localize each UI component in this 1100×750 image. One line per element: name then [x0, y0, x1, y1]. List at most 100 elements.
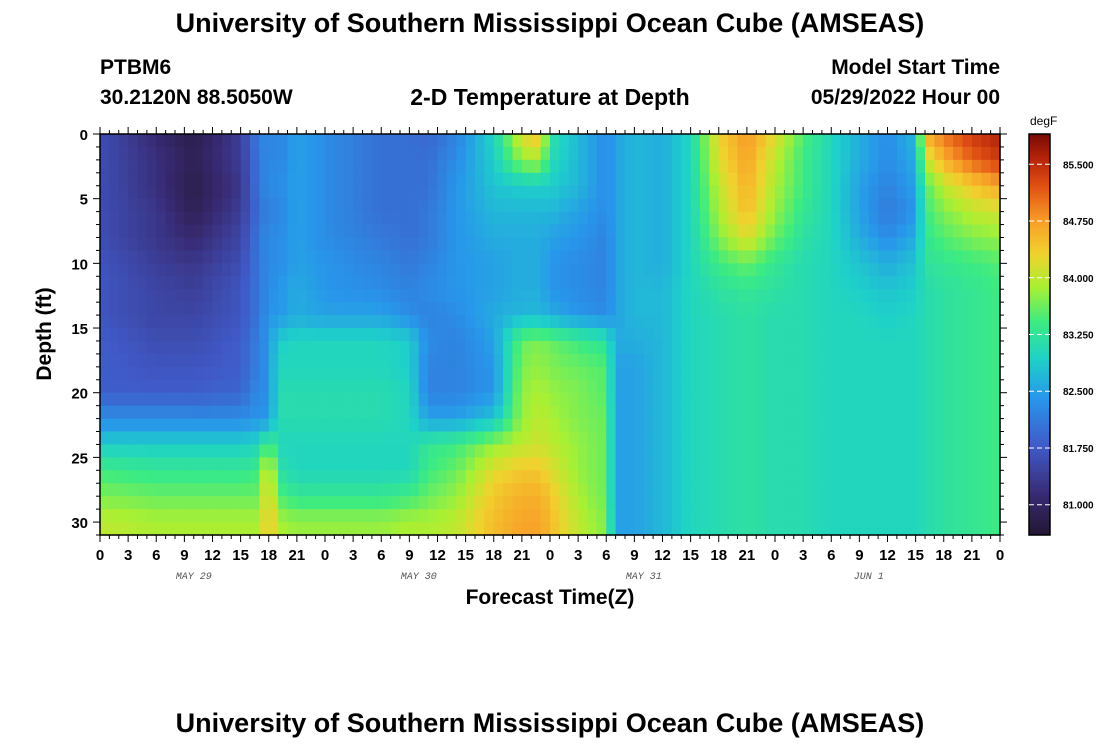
heatmap-cell: [343, 483, 354, 497]
heatmap-cell: [165, 470, 176, 484]
heatmap-cell: [971, 431, 982, 446]
heatmap-cell: [109, 457, 120, 471]
heatmap-cell: [775, 366, 785, 381]
heatmap-cell: [784, 224, 795, 239]
heatmap-cell: [690, 522, 701, 536]
heatmap-cell: [943, 146, 954, 161]
heatmap-cell: [934, 211, 945, 226]
heatmap-cell: [146, 211, 157, 226]
heatmap-cell: [418, 224, 429, 239]
heatmap-cell: [540, 470, 551, 484]
heatmap-cell: [165, 353, 176, 368]
heatmap-cell: [484, 198, 495, 213]
x-tick-label: 3: [799, 547, 807, 564]
heatmap-cell: [418, 198, 429, 213]
heatmap-cell: [625, 509, 635, 523]
heatmap-cell: [793, 457, 804, 471]
heatmap-cell: [334, 509, 345, 523]
heatmap-cell: [381, 211, 392, 226]
heatmap-cell: [775, 211, 785, 226]
heatmap-cell: [203, 198, 214, 213]
heatmap-cell: [428, 496, 439, 510]
heatmap-cell: [962, 340, 973, 355]
y-tick-label: 5: [80, 192, 88, 209]
heatmap-cell: [578, 496, 589, 510]
heatmap-cell: [334, 250, 345, 264]
heatmap-cell: [334, 470, 345, 484]
heatmap-cell: [971, 250, 982, 264]
heatmap-cell: [887, 418, 898, 433]
heatmap-cell: [634, 379, 645, 394]
heatmap-cell: [343, 431, 354, 446]
heatmap-cell: [981, 315, 992, 329]
heatmap-cell: [259, 328, 270, 342]
heatmap-cell: [287, 263, 298, 277]
heatmap-cell: [521, 405, 532, 420]
heatmap-cell: [643, 483, 654, 497]
heatmap-cell: [681, 146, 692, 161]
heatmap-cell: [925, 457, 935, 471]
heatmap-cell: [418, 146, 429, 161]
heatmap-cell: [278, 146, 289, 161]
heatmap-cell: [203, 328, 214, 342]
heatmap-cell: [512, 276, 523, 290]
heatmap-cell: [606, 134, 617, 148]
heatmap-cell: [100, 340, 110, 355]
heatmap-cell: [521, 470, 532, 484]
heatmap-cell: [709, 146, 720, 161]
heatmap-cell: [915, 522, 926, 536]
heatmap-cell: [334, 392, 345, 407]
heatmap-cell: [512, 522, 523, 536]
heatmap-cell: [315, 470, 326, 484]
heatmap-cell: [775, 470, 785, 484]
heatmap-cell: [859, 340, 870, 355]
heatmap-cell: [634, 483, 645, 497]
heatmap-cell: [418, 483, 429, 497]
heatmap-cell: [325, 405, 335, 420]
heatmap-cell: [521, 276, 532, 290]
heatmap-cell: [437, 237, 448, 252]
heatmap-cell: [868, 418, 879, 433]
heatmap-cell: [850, 392, 860, 407]
heatmap-cell: [765, 405, 776, 420]
heatmap-cell: [240, 496, 251, 510]
heatmap-cell: [728, 496, 739, 510]
heatmap-cell: [596, 379, 607, 394]
heatmap-cell: [465, 328, 476, 342]
heatmap-cell: [765, 328, 776, 342]
heatmap-cell: [184, 146, 195, 161]
heatmap-cell: [175, 250, 185, 264]
heatmap-cell: [371, 250, 382, 264]
heatmap-cell: [221, 340, 232, 355]
heatmap-cell: [812, 470, 823, 484]
heatmap-cell: [250, 340, 260, 355]
heatmap-cell: [325, 146, 335, 161]
heatmap-cell: [990, 483, 1001, 497]
heatmap-cell: [737, 470, 748, 484]
heatmap-cell: [278, 328, 289, 342]
heatmap-cell: [306, 483, 317, 497]
heatmap-cell: [109, 185, 120, 200]
heatmap-cell: [250, 146, 260, 161]
heatmap-cell: [550, 328, 560, 342]
heatmap-cell: [250, 328, 260, 342]
heatmap-cell: [671, 237, 682, 252]
heatmap-cell: [371, 522, 382, 536]
heatmap-cell: [775, 302, 785, 316]
heatmap-cell: [587, 276, 598, 290]
heatmap-cell: [446, 470, 457, 484]
heatmap-cell: [475, 470, 485, 484]
heatmap-cell: [925, 315, 935, 329]
heatmap-cell: [662, 224, 673, 239]
heatmap-cell: [371, 224, 382, 239]
heatmap-cell: [306, 379, 317, 394]
heatmap-cell: [915, 302, 926, 316]
heatmap-cell: [962, 457, 973, 471]
heatmap-cell: [643, 522, 654, 536]
heatmap-cell: [353, 263, 364, 277]
heatmap-cell: [175, 353, 185, 368]
heatmap-cell: [793, 328, 804, 342]
heatmap-cell: [981, 302, 992, 316]
heatmap-cell: [203, 509, 214, 523]
heatmap-cell: [287, 328, 298, 342]
